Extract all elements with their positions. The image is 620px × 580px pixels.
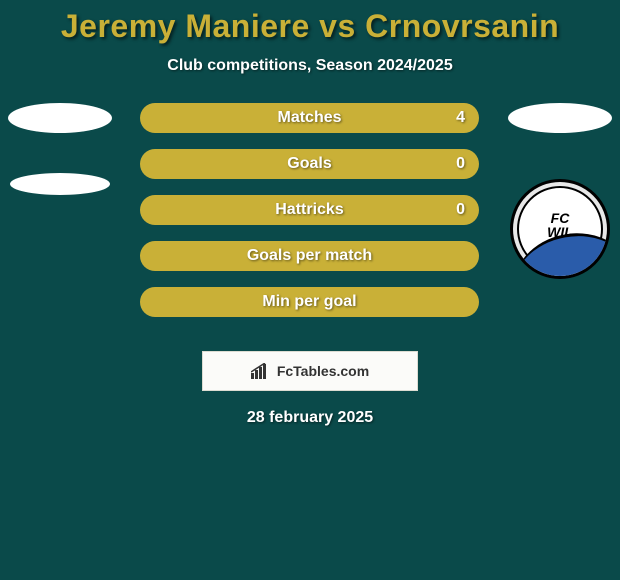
generation-date: 28 february 2025	[0, 409, 620, 427]
stat-bar-hattricks: Hattricks 0	[140, 195, 479, 225]
stat-bar-mpg: Min per goal	[140, 287, 479, 317]
stat-value: 0	[456, 155, 465, 173]
stat-value: 4	[456, 109, 465, 127]
comparison-title: Jeremy Maniere vs Crnovrsanin	[0, 0, 620, 45]
attribution-box: FcTables.com	[202, 351, 418, 391]
stat-label: Goals	[287, 155, 331, 173]
season-subtitle: Club competitions, Season 2024/2025	[0, 57, 620, 75]
chart-icon	[251, 363, 271, 379]
stat-bar-gpm: Goals per match	[140, 241, 479, 271]
stat-value: 0	[456, 201, 465, 219]
stat-label: Min per goal	[262, 293, 356, 311]
stat-bar-matches: Matches 4	[140, 103, 479, 133]
player-left-ellipse-1	[8, 103, 112, 133]
main-area: Matches 4 Goals 0 Hattricks 0 Goals per …	[0, 103, 620, 343]
club-badge: FC WIL 1900	[510, 179, 610, 279]
badge-line-1: FC	[551, 211, 570, 225]
stat-bar-goals: Goals 0	[140, 149, 479, 179]
stat-bars: Matches 4 Goals 0 Hattricks 0 Goals per …	[140, 103, 479, 333]
player-left-ellipse-2	[10, 173, 110, 195]
stat-label: Matches	[277, 109, 341, 127]
stat-label: Hattricks	[275, 201, 343, 219]
player-right-ellipse-1	[508, 103, 612, 133]
club-badge-inner: FC WIL 1900	[517, 186, 603, 272]
left-player-column	[5, 103, 115, 215]
right-player-column: FC WIL 1900	[505, 103, 615, 279]
stat-label: Goals per match	[247, 247, 372, 265]
attribution-text: FcTables.com	[277, 363, 369, 379]
